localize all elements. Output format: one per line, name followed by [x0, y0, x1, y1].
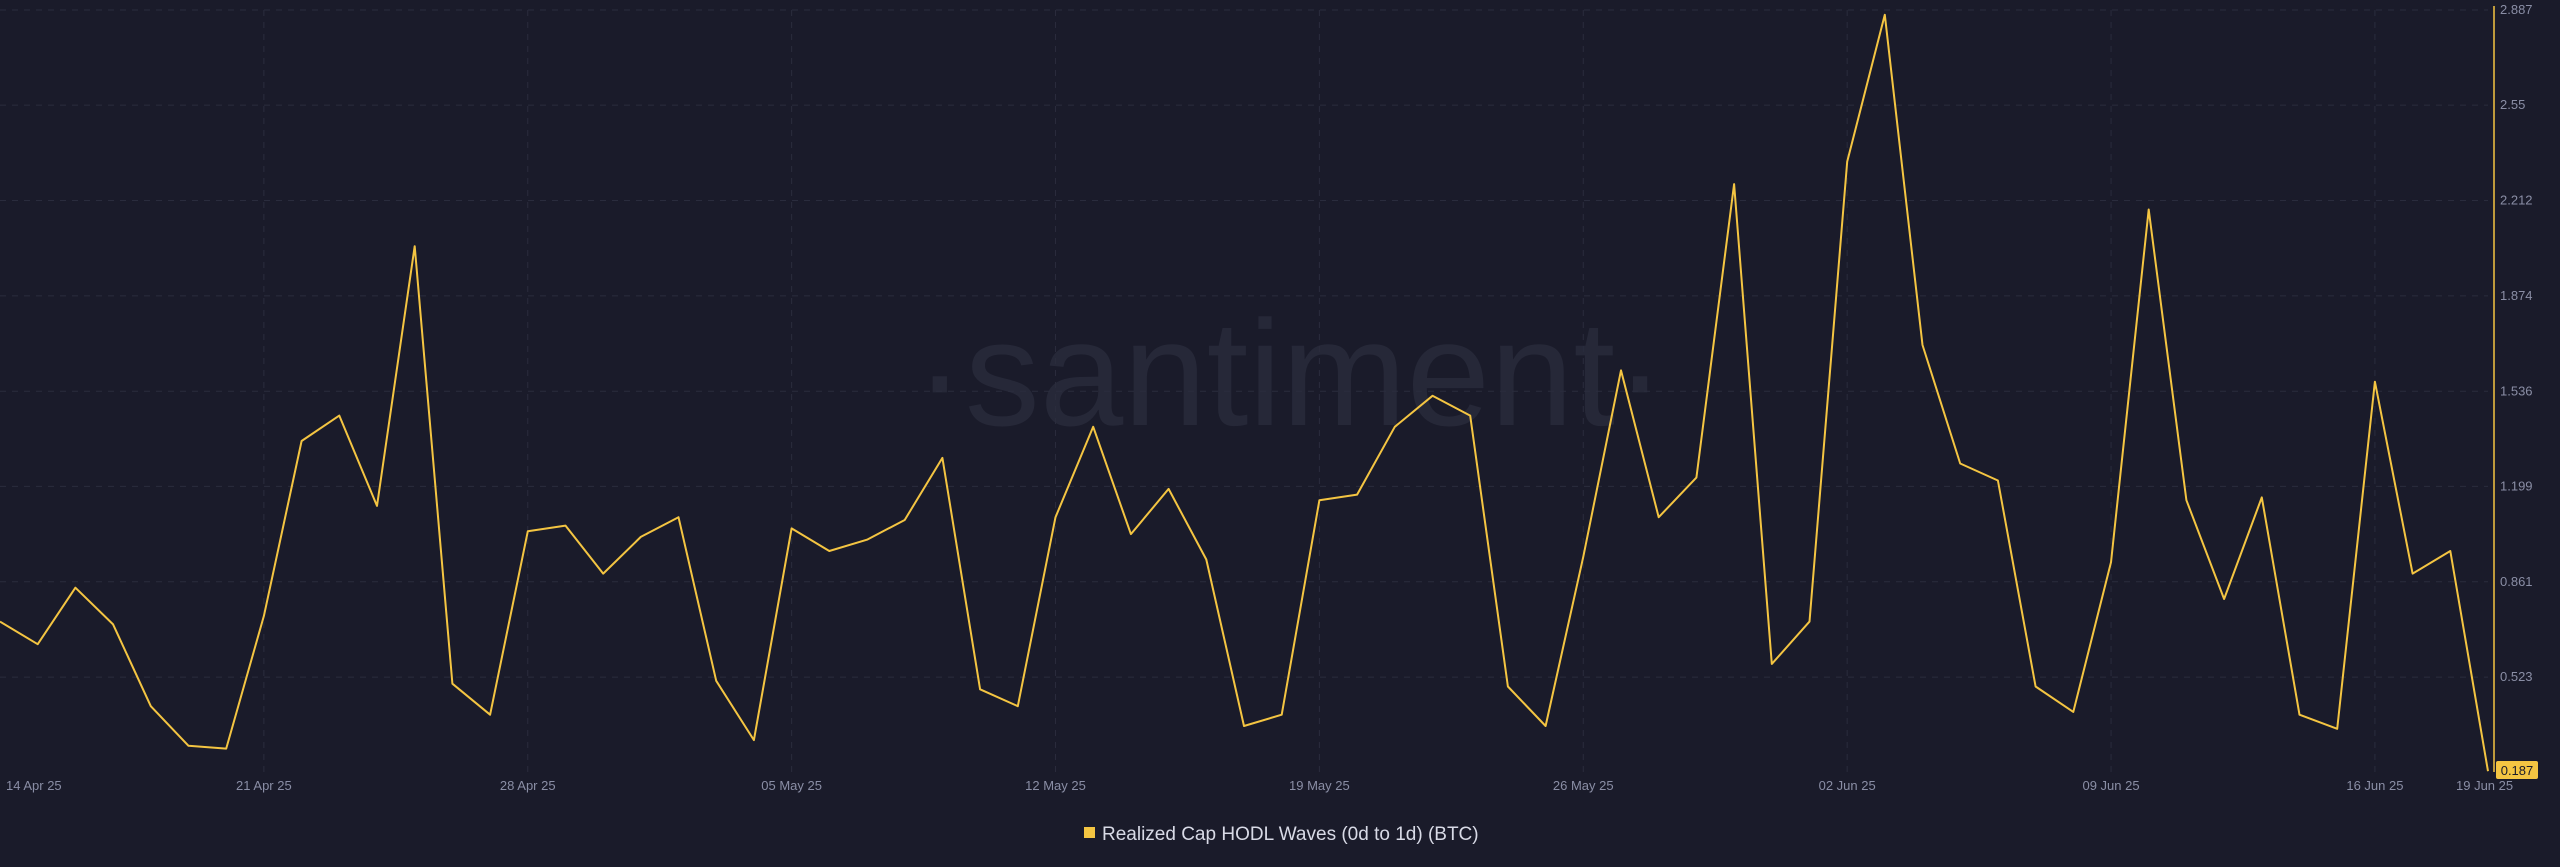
- y-tick-label: 2.55: [2500, 97, 2525, 112]
- x-tick-label: 19 Jun 25: [2456, 778, 2513, 793]
- x-tick-label: 16 Jun 25: [2346, 778, 2403, 793]
- y-tick-label: 2.887: [2500, 2, 2533, 17]
- x-tick-label: 12 May 25: [1025, 778, 1086, 793]
- axis-layer: 0.523 0.861 1.199 1.536 1.874 2.212 2.55 2.887 1…: [6, 2, 2538, 793]
- x-tick-label: 26 May 25: [1553, 778, 1614, 793]
- x-tick-label: 05 May 25: [761, 778, 822, 793]
- legend[interactable]: Realized Cap HODL Waves (0d to 1d) (BTC): [1084, 824, 1479, 845]
- x-tick-label: 02 Jun 25: [1819, 778, 1876, 793]
- y-tick-label: 1.199: [2500, 478, 2533, 493]
- y-tick-label: 1.874: [2500, 288, 2533, 303]
- series-line: [0, 13, 2489, 772]
- x-tick-label: 14 Apr 25: [6, 778, 62, 793]
- last-value-badge: [2496, 761, 2538, 779]
- y-tick-label: 1.536: [2500, 383, 2533, 398]
- x-tick-label: 09 Jun 25: [2082, 778, 2139, 793]
- legend-swatch: [1084, 827, 1095, 838]
- x-tick-label: 28 Apr 25: [500, 778, 556, 793]
- y-tick-label: 0.861: [2500, 574, 2533, 589]
- series-layer: [0, 13, 2489, 772]
- y-tick-label: 0.523: [2500, 669, 2533, 684]
- legend-label: Realized Cap HODL Waves (0d to 1d) (BTC): [1102, 824, 1479, 845]
- y-tick-label: 2.212: [2500, 193, 2533, 208]
- x-tick-label: 19 May 25: [1289, 778, 1350, 793]
- last-value-label: 0.187: [2501, 763, 2534, 778]
- santiment-watermark: ·santiment·: [915, 289, 1665, 457]
- x-tick-label: 21 Apr 25: [236, 778, 292, 793]
